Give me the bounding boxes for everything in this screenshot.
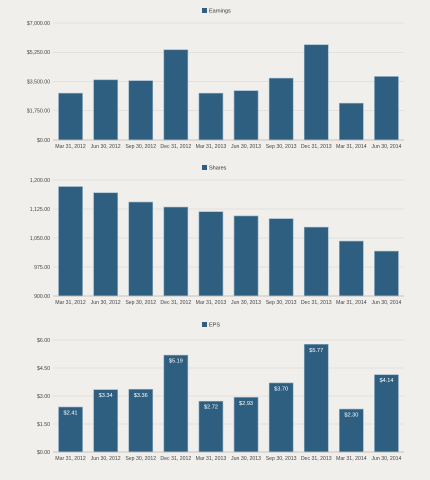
bar [268,382,294,453]
bar [339,408,364,453]
bar [339,102,364,141]
y-tick-label: 1,200.00 [30,178,50,184]
bar [303,343,329,453]
y-tick-label: $3,500.00 [27,79,50,85]
y-tick-label: $4.50 [37,366,50,372]
bar-value-label: $2.41 [64,411,78,417]
x-tick-label: Sep 30, 2012 [125,300,156,306]
bar [128,80,154,141]
x-tick-label: Mar 31, 2012 [55,456,86,462]
legend-label: EPS [209,323,220,329]
bar-value-label: $2.72 [204,405,218,411]
y-tick-label: $0.00 [37,450,50,456]
y-tick-label: $0.00 [37,138,50,144]
bar-value-label: $2.93 [239,401,253,407]
y-tick-label: $3.00 [37,394,50,400]
x-tick-label: Mar 31, 2013 [196,456,227,462]
x-tick-label: Jun 30, 2013 [231,456,261,462]
legend-swatch [202,165,207,170]
legend: EPS [202,322,220,329]
x-tick-label: Jun 30, 2012 [91,300,121,306]
bar [268,218,294,297]
x-tick-label: Mar 31, 2013 [196,144,227,150]
legend: Earnings [202,8,231,15]
chart-panel-3: EPS $0.00 $1.50 $3.00 $4.50 $6.00 $2.41 Mar 31,… [37,322,404,462]
legend: Shares [202,165,227,172]
y-tick-label: $1,750.00 [27,109,50,115]
x-tick-label: Mar 31, 2014 [336,456,367,462]
bar-value-label: $3.70 [274,386,288,392]
bar [58,406,83,453]
x-tick-label: Jun 30, 2012 [91,144,121,150]
x-tick-label: Mar 31, 2012 [55,144,86,150]
bar [128,388,154,453]
bar [93,389,118,453]
x-tick-label: Dec 31, 2012 [160,456,191,462]
x-tick-label: Jun 30, 2012 [91,456,121,462]
bar [163,354,189,453]
bar [233,397,259,453]
bar-value-label: $3.34 [99,393,113,399]
x-tick-label: Dec 31, 2012 [160,144,191,150]
legend-swatch [202,322,207,327]
x-tick-label: Jun 30, 2013 [231,144,261,150]
bar [93,192,118,297]
bar [374,250,399,297]
bar [198,400,224,453]
bar-value-label: $5.77 [309,348,323,354]
x-tick-label: Mar 31, 2014 [336,144,367,150]
bar [198,92,224,141]
x-tick-label: Sep 30, 2012 [125,456,156,462]
x-tick-label: Jun 30, 2014 [371,300,401,306]
bar [198,211,224,297]
legend-label: Shares [209,166,227,172]
bar [233,90,259,141]
y-tick-label: $6.00 [37,338,50,344]
y-tick-label: $5,250.00 [27,50,50,56]
x-tick-label: Mar 31, 2012 [55,300,86,306]
y-tick-label: 1,125.00 [30,207,50,213]
bar [268,77,294,141]
chart-panel-1: Earnings $0.00 $1,750.00 $3,500.00 $5,250.00… [27,8,404,150]
bar-value-label: $2.30 [344,413,358,419]
bar [163,49,189,141]
y-tick-label: $7,000.00 [27,21,50,27]
y-tick-label: 1,050.00 [30,236,50,242]
chart-panel-2: Shares 900.00 975.00 1,050.00 1,125.00 1,200.… [30,165,404,306]
bar-value-label: $3.36 [134,393,148,399]
x-tick-label: Dec 31, 2013 [301,456,332,462]
bar [374,374,399,453]
x-tick-label: Mar 31, 2014 [336,300,367,306]
x-tick-label: Mar 31, 2013 [196,300,227,306]
x-tick-label: Jun 30, 2014 [371,144,401,150]
bar [303,226,329,297]
y-tick-label: 900.00 [34,294,50,300]
x-tick-label: Jun 30, 2014 [371,456,401,462]
x-tick-label: Sep 30, 2012 [125,144,156,150]
bar [233,215,259,297]
x-tick-label: Dec 31, 2013 [301,144,332,150]
bar [93,79,118,141]
bar-value-label: $5.19 [169,359,183,365]
x-tick-label: Sep 30, 2013 [266,456,297,462]
bar [58,186,83,297]
x-tick-label: Sep 30, 2013 [266,144,297,150]
bar [128,201,154,297]
y-tick-label: 975.00 [34,265,50,271]
x-tick-label: Dec 31, 2013 [301,300,332,306]
bar-value-label: $4.14 [379,378,393,384]
bar [58,92,83,141]
x-tick-label: Dec 31, 2012 [160,300,191,306]
legend-label: Earnings [209,9,231,15]
x-tick-label: Sep 30, 2013 [266,300,297,306]
bar [339,240,364,297]
y-tick-label: $1.50 [37,422,50,428]
x-tick-label: Jun 30, 2013 [231,300,261,306]
legend-swatch [202,8,207,13]
bar [163,206,189,297]
bar [303,44,329,141]
bar [374,76,399,141]
